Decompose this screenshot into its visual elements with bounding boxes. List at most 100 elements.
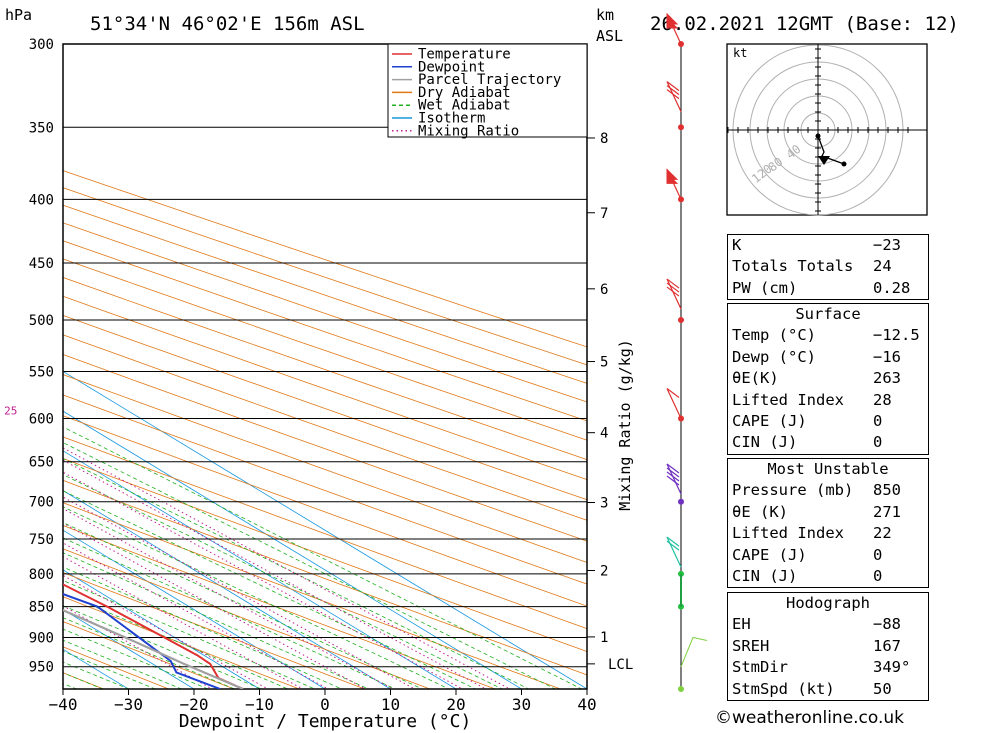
x-tick-label: 0 — [320, 695, 330, 714]
hodo-row-eh: EH −88 — [732, 615, 901, 634]
wind-barb — [666, 286, 680, 297]
wind-barb — [666, 463, 680, 474]
wind-barb — [666, 278, 680, 289]
hodo-title: Hodograph — [786, 594, 870, 612]
mu-row-thetae: θE (K) 271 — [732, 502, 901, 521]
mu-title: Most Unstable — [767, 460, 889, 478]
pressure-tick-label: 900 — [29, 631, 54, 647]
dry-adiabat-line — [63, 457, 587, 652]
wet-adiabat-line — [63, 506, 450, 689]
surface-row-li: Lifted Index 28 — [732, 390, 892, 409]
hodograph-ring-label: 40 — [784, 142, 804, 162]
wet-adiabat-line — [63, 442, 557, 689]
mu-row-li: Lifted Index 22 — [732, 524, 892, 543]
wind-barb — [666, 475, 680, 486]
surface-row-dewp: Dewp (°C) −16 — [732, 347, 901, 366]
wet-adiabat-line — [63, 580, 316, 689]
wind-staff — [666, 388, 682, 419]
legend-box — [387, 43, 588, 138]
mixing-ratio-line — [63, 556, 304, 689]
indices-top-box: K −23 Totals Totals 24 PW (cm) 0.28 — [727, 234, 929, 301]
mixing-ratio-labels: 12346810162025 — [4, 404, 17, 417]
dry-adiabat-line — [63, 436, 587, 630]
dry-adiabat-line — [63, 314, 587, 501]
legend-label: Isotherm — [418, 111, 485, 127]
pressure-tick-label: 600 — [29, 411, 54, 427]
km-tick-label: 3 — [600, 496, 608, 512]
km-tick-label: 1 — [600, 630, 608, 646]
mixing-ratio-line — [63, 574, 269, 689]
asl-label: ASL — [596, 27, 623, 45]
pressure-tick-label: 700 — [29, 495, 54, 511]
wind-barb — [666, 467, 680, 478]
datetime-title: 26.02.2021 12GMT (Base: 12) — [650, 13, 959, 35]
isotherm-line — [63, 569, 261, 689]
legend-label: Mixing Ratio — [418, 123, 519, 139]
dry-adiabat-line — [63, 672, 105, 689]
isotherm-line — [63, 529, 326, 689]
dry-adiabat-line — [63, 502, 562, 689]
km-tick-label: 6 — [600, 282, 608, 298]
km-tick-label: 4 — [600, 426, 608, 442]
surface-box: Surface Temp (°C) −12.5 Dewp (°C) −16 θE(K… — [727, 303, 929, 455]
isotherm-line — [63, 370, 587, 689]
x-tick-label: −40 — [49, 695, 78, 714]
wind-profile — [666, 12, 708, 692]
pressure-tick-label: 550 — [29, 364, 54, 380]
dry-adiabat-line — [63, 354, 587, 542]
pressure-tick-label: 850 — [29, 600, 54, 616]
km-tick-label: 5 — [600, 355, 608, 371]
isotherm-line — [63, 450, 457, 689]
mixing-ratio-label: 25 — [4, 404, 17, 417]
hodograph-point — [815, 133, 821, 139]
surface-row-cape: CAPE (J) 0 — [732, 411, 883, 430]
legend-label: Temperature — [418, 47, 511, 63]
wet-adiabat-line — [63, 566, 343, 689]
wind-staff — [666, 81, 682, 112]
hodo-row-sreh: SREH 167 — [732, 636, 901, 655]
wet-adiabat-line — [63, 458, 530, 689]
x-tick-label: −20 — [180, 695, 209, 714]
dry-adiabat-line — [63, 295, 587, 480]
legend-label: Wet Adiabat — [418, 98, 511, 114]
wet-adiabat-line — [63, 537, 397, 689]
mixing-ratio-axis-label: Mixing Ratio (g/kg) — [616, 339, 634, 511]
index-row-totals: Totals Totals 24 — [732, 257, 892, 276]
wind-level-dot — [678, 196, 684, 203]
wind-level-dot — [678, 124, 684, 131]
wind-level-dot — [678, 415, 684, 422]
pressure-tick-label: 750 — [29, 532, 54, 548]
hodograph-unit: kt — [733, 46, 747, 60]
wind-level-dot — [678, 41, 684, 47]
pressure-tick-label: 650 — [29, 455, 54, 471]
wind-barb — [666, 85, 680, 96]
dry-adiabat-line — [63, 334, 587, 521]
profile-temperature — [63, 583, 244, 689]
x-axis-label: Dewpoint / Temperature (°C) — [179, 711, 472, 732]
legend-label: Parcel Trajectory — [418, 72, 561, 88]
credit-link[interactable]: ©weatheronline.co.uk — [715, 708, 905, 728]
location-title: 51°34'N 46°02'E 156m ASL — [90, 13, 365, 35]
storm-motion-marker — [818, 156, 830, 165]
km-tick-label: 2 — [600, 563, 608, 579]
legend-label: Dry Adiabat — [418, 85, 511, 101]
mu-row-cape: CAPE (J) 0 — [732, 545, 883, 564]
wind-pennant — [666, 16, 679, 29]
pressure-tick-label: 450 — [29, 256, 54, 272]
hodograph-trace — [817, 135, 845, 165]
dry-adiabat-line — [63, 621, 236, 689]
wind-staff — [666, 536, 682, 568]
wind-barb — [666, 536, 680, 547]
x-tick-label: −30 — [114, 695, 143, 714]
km-unit-label: km — [596, 6, 614, 24]
wind-pennant — [666, 172, 679, 184]
wet-adiabat-line — [63, 552, 370, 689]
dry-adiabat-line — [63, 394, 587, 585]
pressure-tick-label: 800 — [29, 567, 54, 583]
dry-adiabat-line — [63, 277, 587, 461]
mixing-ratio-line — [63, 459, 487, 689]
x-tick-label: −10 — [245, 695, 274, 714]
